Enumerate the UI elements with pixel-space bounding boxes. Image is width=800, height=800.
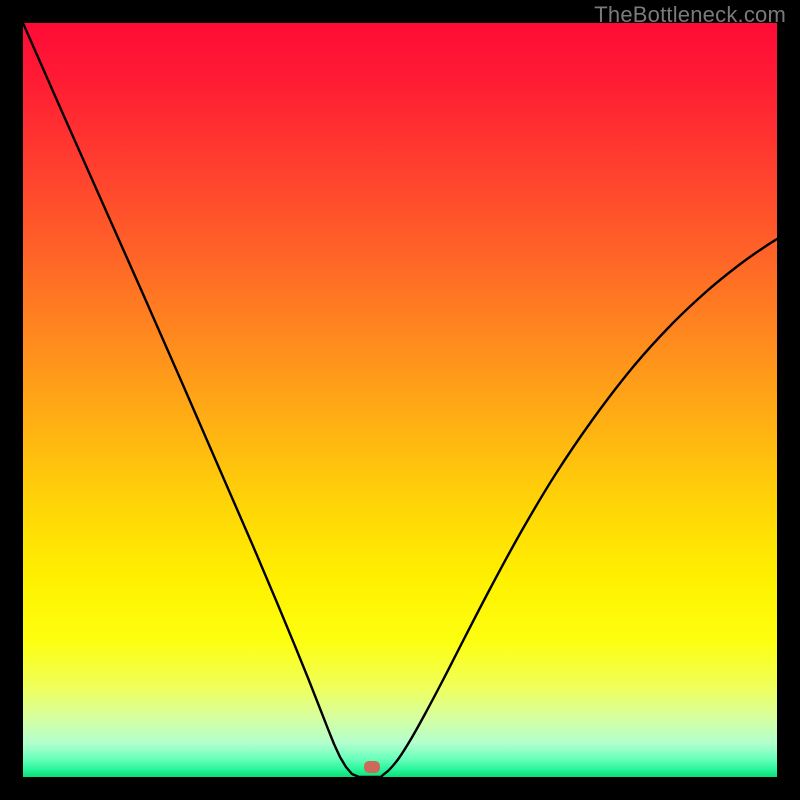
curve-path <box>23 23 777 777</box>
watermark-label: TheBottleneck.com <box>594 2 786 28</box>
min-point-marker <box>364 761 380 773</box>
plot-area <box>23 23 777 777</box>
bottleneck-curve <box>23 23 777 777</box>
